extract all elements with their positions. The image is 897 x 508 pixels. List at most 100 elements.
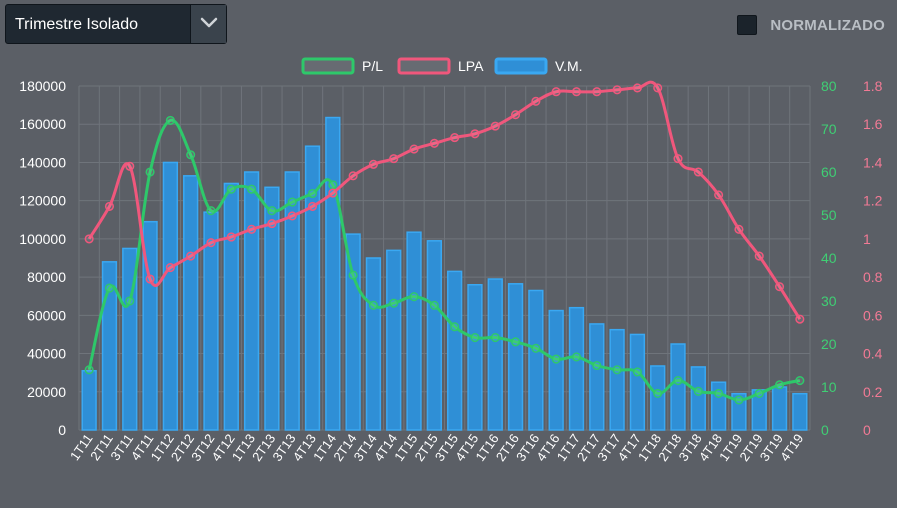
point-pl: [368, 300, 378, 310]
bar-vm: [507, 283, 524, 431]
bar-vm: [386, 249, 402, 431]
bar-vm: [284, 171, 300, 431]
point-lpa: [551, 87, 561, 97]
point-lpa: [186, 251, 196, 261]
point-lpa: [165, 263, 175, 273]
point-pl: [693, 386, 703, 396]
point-pl: [774, 380, 785, 390]
bar-vm: [467, 284, 483, 431]
y-right-lpa-tick-label: 1.4: [863, 154, 883, 170]
y-left-tick-label: 40000: [27, 346, 66, 362]
point-lpa: [795, 314, 805, 324]
period-select[interactable]: Trimestre Isolado: [5, 4, 227, 44]
x-tick-label: 4T19: [777, 431, 806, 464]
point-pl: [247, 184, 257, 194]
point-lpa: [653, 83, 663, 93]
point-pl: [125, 296, 135, 306]
point-pl: [632, 367, 642, 377]
point-lpa: [693, 167, 703, 177]
point-lpa: [490, 121, 500, 131]
point-pl: [307, 188, 318, 199]
point-lpa: [368, 159, 378, 169]
point-pl: [754, 388, 764, 399]
y-left-tick-label: 100000: [19, 231, 66, 247]
point-lpa: [531, 96, 541, 106]
point-lpa: [429, 138, 439, 148]
bar-vm: [426, 240, 443, 431]
y-right-lpa-tick-label: 0.4: [863, 346, 883, 362]
y-left-tick-label: 80000: [27, 269, 66, 285]
point-lpa: [104, 201, 115, 211]
line-lpa: [87, 80, 802, 320]
bar-vm: [548, 309, 564, 431]
normalize-label: NORMALIZADO: [770, 16, 885, 34]
bar-vm: [243, 171, 260, 431]
legend-swatch-vm: [494, 57, 548, 75]
point-pl: [490, 333, 500, 343]
y-right-lpa-tick-label: 1.6: [863, 116, 883, 132]
y-right-lpa-tick-label: 0.6: [863, 307, 883, 323]
chevron-down-icon: [200, 17, 218, 28]
point-pl: [450, 322, 460, 332]
bar-vm: [304, 145, 321, 431]
legend-swatch-pl: [301, 57, 355, 75]
point-pl: [287, 197, 297, 207]
point-lpa: [470, 129, 480, 139]
point-lpa: [226, 232, 236, 242]
point-pl: [795, 376, 805, 386]
y-right-lpa-tick-label: 0.2: [863, 384, 883, 400]
bar-vm: [345, 233, 361, 431]
point-pl: [84, 365, 94, 375]
y-left-tick-label: 20000: [27, 384, 66, 400]
bar-vm: [223, 182, 239, 431]
point-pl: [186, 150, 196, 160]
y-right-lpa-tick-label: 0: [863, 422, 871, 438]
bar-vm: [325, 116, 341, 431]
bar-vm: [589, 323, 605, 431]
y-right-pl-tick-label: 50: [821, 207, 837, 223]
normalize-checkbox[interactable]: [737, 15, 758, 35]
point-lpa: [450, 133, 460, 143]
point-lpa: [389, 154, 399, 164]
point-pl: [389, 298, 399, 308]
point-lpa: [754, 251, 764, 261]
bar-vm: [122, 247, 138, 431]
y-right-pl-tick-label: 20: [821, 336, 837, 352]
y-left-tick-label: 60000: [27, 307, 66, 323]
point-pl: [104, 283, 115, 293]
point-lpa: [328, 188, 338, 198]
y-right-pl-tick-label: 40: [821, 250, 837, 266]
bar-vm: [446, 270, 463, 431]
y-left-tick-label: 180000: [19, 78, 66, 94]
normalize-toggle[interactable]: NORMALIZADO: [737, 14, 885, 36]
bar-vm: [365, 257, 382, 431]
point-pl: [328, 180, 338, 190]
point-lpa: [348, 171, 358, 181]
line-pl: [87, 118, 801, 402]
bar-vm: [670, 343, 686, 431]
legend-swatch-lpa: [397, 57, 451, 75]
point-lpa: [673, 154, 683, 164]
bar-vm: [771, 386, 788, 431]
period-select-value: Trimestre Isolado: [15, 16, 138, 33]
point-pl: [226, 184, 236, 194]
point-pl: [734, 395, 744, 405]
bar-vm: [568, 306, 585, 431]
point-pl: [531, 343, 541, 353]
point-lpa: [206, 238, 216, 248]
point-lpa: [612, 85, 622, 95]
period-select-toggle[interactable]: [190, 5, 226, 43]
point-lpa: [592, 87, 602, 97]
point-lpa: [247, 224, 257, 234]
y-right-pl-tick-label: 60: [821, 164, 837, 180]
point-pl: [551, 354, 561, 364]
bar-vm: [183, 175, 199, 431]
y-right-pl-tick-label: 10: [821, 379, 837, 395]
y-right-lpa-tick-label: 0.8: [863, 269, 883, 285]
point-lpa: [774, 282, 785, 292]
bar-vm: [406, 231, 422, 431]
point-pl: [409, 292, 419, 302]
point-pl: [612, 365, 622, 375]
point-lpa: [632, 83, 642, 93]
y-right-pl-tick-label: 80: [821, 78, 837, 94]
